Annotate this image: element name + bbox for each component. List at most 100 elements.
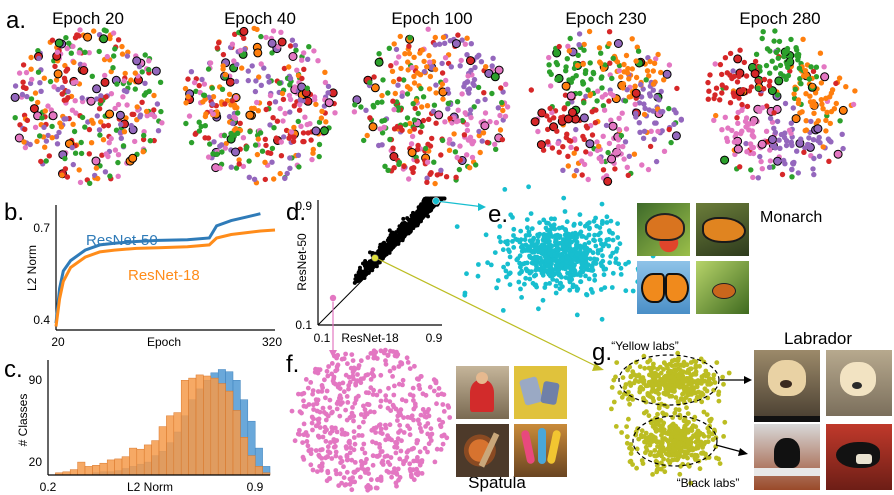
embedding-point xyxy=(785,72,792,79)
embedding-point xyxy=(667,393,673,399)
embedding-point xyxy=(681,363,687,369)
embedding-point xyxy=(22,126,28,132)
embedding-point xyxy=(313,366,318,372)
embedding-point xyxy=(672,430,677,436)
embedding-point xyxy=(584,251,589,257)
embedding-point xyxy=(439,60,445,67)
embedding-point xyxy=(378,372,384,378)
embedding-point xyxy=(567,287,573,293)
embedding-point xyxy=(63,116,69,122)
embedding-point xyxy=(433,90,439,96)
embedding-point xyxy=(629,36,635,42)
embedding-point xyxy=(370,453,376,459)
embedding-point xyxy=(632,83,638,89)
embedding-point xyxy=(759,35,765,42)
embedding-point xyxy=(584,263,590,269)
embedding-point xyxy=(34,138,40,145)
embedding-point xyxy=(587,60,593,66)
embedding-point xyxy=(105,122,112,129)
embedding-point xyxy=(377,388,383,394)
embedding-point xyxy=(468,114,474,121)
embedding-point xyxy=(425,26,431,32)
embedding-point xyxy=(144,113,150,119)
embedding-point xyxy=(401,430,407,435)
embedding-point xyxy=(439,137,446,144)
histogram-bar xyxy=(151,440,160,476)
embedding-point xyxy=(580,61,586,67)
embedding-point xyxy=(675,350,681,356)
embedding-point xyxy=(766,82,772,89)
embedding-point xyxy=(319,108,325,115)
embedding-point xyxy=(613,39,623,48)
embedding-point xyxy=(461,83,467,90)
embedding-point xyxy=(98,119,104,125)
embedding-point xyxy=(339,480,344,486)
embedding-point xyxy=(309,420,315,426)
embedding-point xyxy=(719,71,725,78)
panel-f-label: f. xyxy=(286,351,299,378)
embedding-point xyxy=(750,150,757,157)
embedding-point xyxy=(674,357,680,363)
embedding-point xyxy=(821,64,827,70)
embedding-point xyxy=(621,69,627,75)
embedding-point xyxy=(358,412,364,417)
embedding-point xyxy=(795,170,801,176)
embedding-point xyxy=(399,397,405,403)
embedding-point xyxy=(363,372,369,378)
embedding-point xyxy=(236,157,242,163)
embedding-point xyxy=(263,34,269,41)
embedding-point xyxy=(406,43,412,49)
histogram-bar xyxy=(92,465,101,476)
embedding-point xyxy=(789,174,795,180)
embedding-point xyxy=(396,477,401,483)
embedding-point xyxy=(671,107,677,113)
embedding-point xyxy=(662,469,668,475)
embedding-point xyxy=(557,235,562,241)
embedding-point xyxy=(387,399,393,404)
embedding-point xyxy=(758,158,764,165)
embedding-point xyxy=(733,54,743,64)
embedding-point xyxy=(70,161,77,168)
histogram-bar xyxy=(69,469,78,476)
embedding-point xyxy=(548,243,554,248)
embedding-point xyxy=(124,102,130,108)
embedding-point xyxy=(115,159,121,166)
embedding-point xyxy=(388,62,394,69)
embedding-point xyxy=(456,166,463,173)
embedding-point xyxy=(438,87,448,97)
embedding-point xyxy=(415,110,421,117)
embedding-point xyxy=(329,371,335,377)
embedding-point xyxy=(649,439,655,444)
embedding-point xyxy=(368,485,373,491)
embedding-point xyxy=(504,274,509,280)
embedding-point xyxy=(602,285,608,290)
embedding-point xyxy=(843,84,849,90)
embedding-point xyxy=(143,108,150,115)
embedding-point xyxy=(565,101,571,107)
embedding-point xyxy=(112,105,118,112)
embedding-point xyxy=(540,147,547,153)
embedding-point xyxy=(86,126,93,133)
embedding-point xyxy=(146,58,152,64)
embedding-point xyxy=(722,114,728,121)
embedding-point xyxy=(389,474,394,480)
embedding-point xyxy=(327,430,333,436)
embedding-point xyxy=(205,66,212,72)
embedding-point xyxy=(599,85,605,91)
embedding-point xyxy=(836,75,843,81)
embedding-point xyxy=(796,65,803,71)
embedding-point xyxy=(278,29,284,35)
embedding-point xyxy=(49,37,56,43)
embedding-point xyxy=(503,268,509,274)
embedding-point xyxy=(352,469,358,475)
embedding-point xyxy=(656,405,662,411)
scatter-point xyxy=(442,196,447,201)
embedding-point xyxy=(607,60,613,66)
embedding-point xyxy=(717,461,723,466)
embedding-point xyxy=(495,105,501,111)
embedding-point xyxy=(451,39,461,49)
embedding-point xyxy=(704,388,710,394)
embedding-point xyxy=(816,134,822,141)
embedding-point xyxy=(16,70,23,76)
embedding-point xyxy=(582,242,588,247)
